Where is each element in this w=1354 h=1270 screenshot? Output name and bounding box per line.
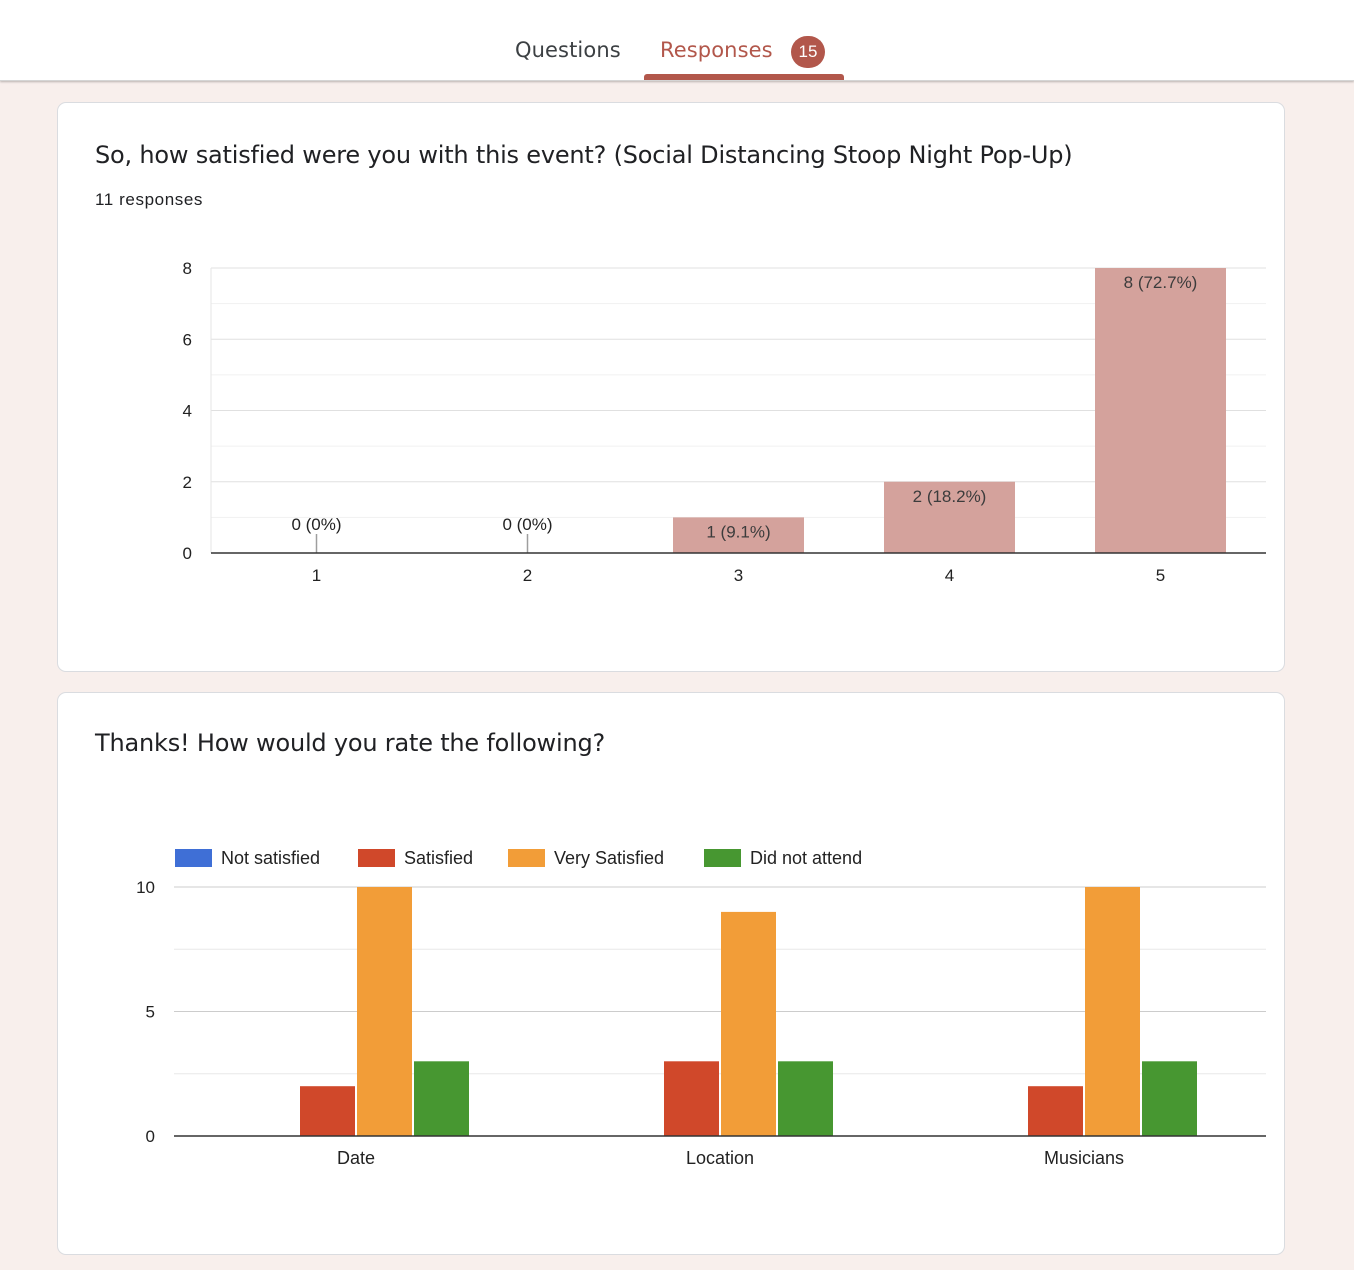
bar xyxy=(414,1061,469,1136)
satisfaction-bar-chart: 0 2 4 6 8 0 (0%) 1 0 (0%) 2 1 (9.1%) 3 2 (18.2%) 4 8 … xyxy=(183,259,1266,585)
bar xyxy=(884,481,1015,553)
x-tick-label: Musicians xyxy=(1044,1148,1124,1168)
y-tick-label: 5 xyxy=(146,1003,155,1022)
active-tab-indicator xyxy=(644,74,844,80)
data-label: 0 (0%) xyxy=(291,515,341,534)
y-tick-label: 6 xyxy=(183,330,192,349)
y-tick-label: 0 xyxy=(183,544,192,563)
legend-label: Satisfied xyxy=(404,848,473,868)
legend-swatch xyxy=(704,849,741,867)
x-tick-label: 5 xyxy=(1156,566,1165,585)
response-count: 11 responses xyxy=(95,190,204,209)
x-tick-label: 3 xyxy=(734,566,743,585)
x-tick-label: Date xyxy=(337,1148,375,1168)
legend-swatch xyxy=(175,849,212,867)
responses-count-badge: 15 xyxy=(791,36,825,68)
bar xyxy=(1095,268,1226,553)
question-title: So, how satisfied were you with this eve… xyxy=(95,141,1073,169)
legend-swatch xyxy=(508,849,545,867)
x-tick-label: 4 xyxy=(945,566,954,585)
question-title: Thanks! How would you rate the following… xyxy=(95,729,606,757)
x-tick-label: 1 xyxy=(312,566,321,585)
y-tick-label: 10 xyxy=(136,878,155,897)
y-tick-label: 4 xyxy=(183,402,192,421)
data-label: 0 (0%) xyxy=(502,515,552,534)
bar xyxy=(1085,887,1140,1136)
bar xyxy=(664,1061,719,1136)
question-card-ratings: Thanks! How would you rate the following… xyxy=(57,692,1285,1255)
data-label: 2 (18.2%) xyxy=(913,487,987,506)
y-tick-label: 2 xyxy=(183,473,192,492)
bar xyxy=(300,1086,355,1136)
question-card-satisfaction: So, how satisfied were you with this eve… xyxy=(57,102,1285,672)
x-tick-label: Location xyxy=(686,1148,754,1168)
x-tick-label: 2 xyxy=(523,566,532,585)
data-label: 8 (72.7%) xyxy=(1124,273,1198,292)
y-tick-label: 0 xyxy=(146,1127,155,1146)
y-tick-label: 8 xyxy=(183,259,192,278)
bar xyxy=(1142,1061,1197,1136)
data-label: 1 (9.1%) xyxy=(706,522,770,541)
bar xyxy=(778,1061,833,1136)
legend-label: Very Satisfied xyxy=(554,848,664,868)
tab-questions[interactable]: Questions xyxy=(515,38,621,62)
legend-label: Did not attend xyxy=(750,848,862,868)
tab-responses[interactable]: Responses xyxy=(660,38,773,62)
bar xyxy=(1028,1086,1083,1136)
ratings-grouped-bar-chart: 0 5 10 Not satisfied Satisfied Very Satisfied… xyxy=(136,848,1266,1168)
bar xyxy=(721,911,776,1136)
bar xyxy=(357,887,412,1136)
bar xyxy=(673,517,804,553)
top-tab-bar: Questions Responses 15 xyxy=(0,0,1354,81)
legend-label: Not satisfied xyxy=(221,848,320,868)
legend-swatch xyxy=(358,849,395,867)
